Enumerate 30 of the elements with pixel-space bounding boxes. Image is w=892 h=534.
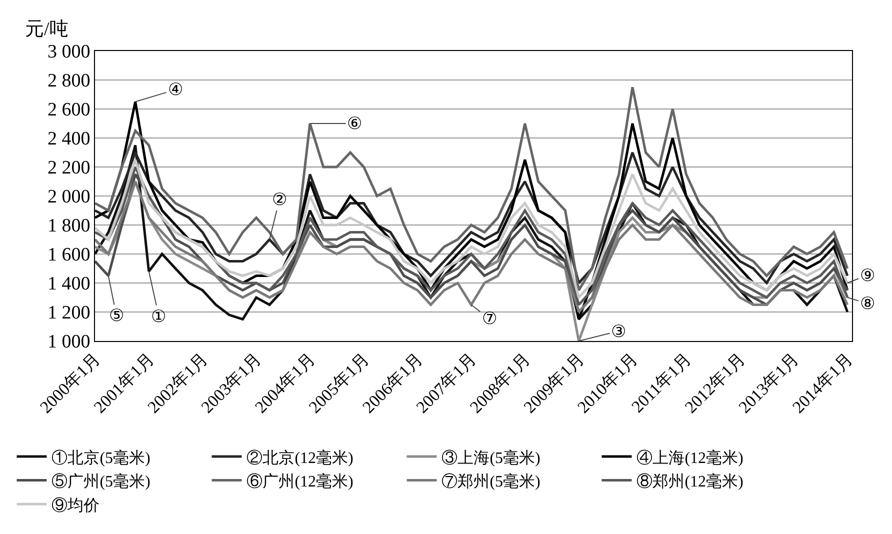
y-tick-label: 1 600 [47, 244, 90, 266]
legend-label: ②北京(12毫米) [246, 448, 354, 467]
y-tick-label: 2 400 [47, 128, 90, 150]
y-tick-label: 3 000 [47, 42, 90, 63]
legend-label: ⑤广州(5毫米) [52, 472, 150, 491]
y-tick-label: 2 800 [47, 70, 90, 92]
legend-label: ⑥广州(12毫米) [246, 472, 354, 491]
annotation: ⑤ [109, 306, 124, 325]
legend-label: ④上海(12毫米) [636, 448, 744, 467]
y-tick-label: 1 800 [47, 216, 90, 237]
legend-label: ⑧郑州(12毫米) [636, 472, 744, 491]
annotation: ⑥ [347, 114, 362, 133]
annotation: ① [151, 307, 166, 326]
annotation: ⑧ [860, 294, 875, 313]
y-tick-label: 2 200 [47, 158, 90, 179]
y-tick-label: 2 000 [47, 186, 90, 208]
annotation: ④ [168, 80, 183, 99]
y-tick-label: 1 200 [47, 302, 90, 324]
annotation: ② [272, 190, 287, 209]
legend-label: ⑨均价 [52, 496, 100, 514]
legend-label: ③上海(5毫米) [442, 448, 540, 467]
y-tick-label: 1 000 [47, 332, 90, 353]
y-axis-title: 元/吨 [25, 19, 68, 40]
annotation: ⑦ [482, 309, 497, 328]
y-tick-label: 2 600 [47, 100, 90, 121]
annotation: ⑨ [860, 266, 875, 285]
legend-label: ①北京(5毫米) [52, 448, 150, 467]
legend-label: ⑦郑州(5毫米) [442, 472, 540, 491]
annotation: ③ [611, 322, 626, 341]
y-tick-label: 1 400 [47, 274, 90, 295]
